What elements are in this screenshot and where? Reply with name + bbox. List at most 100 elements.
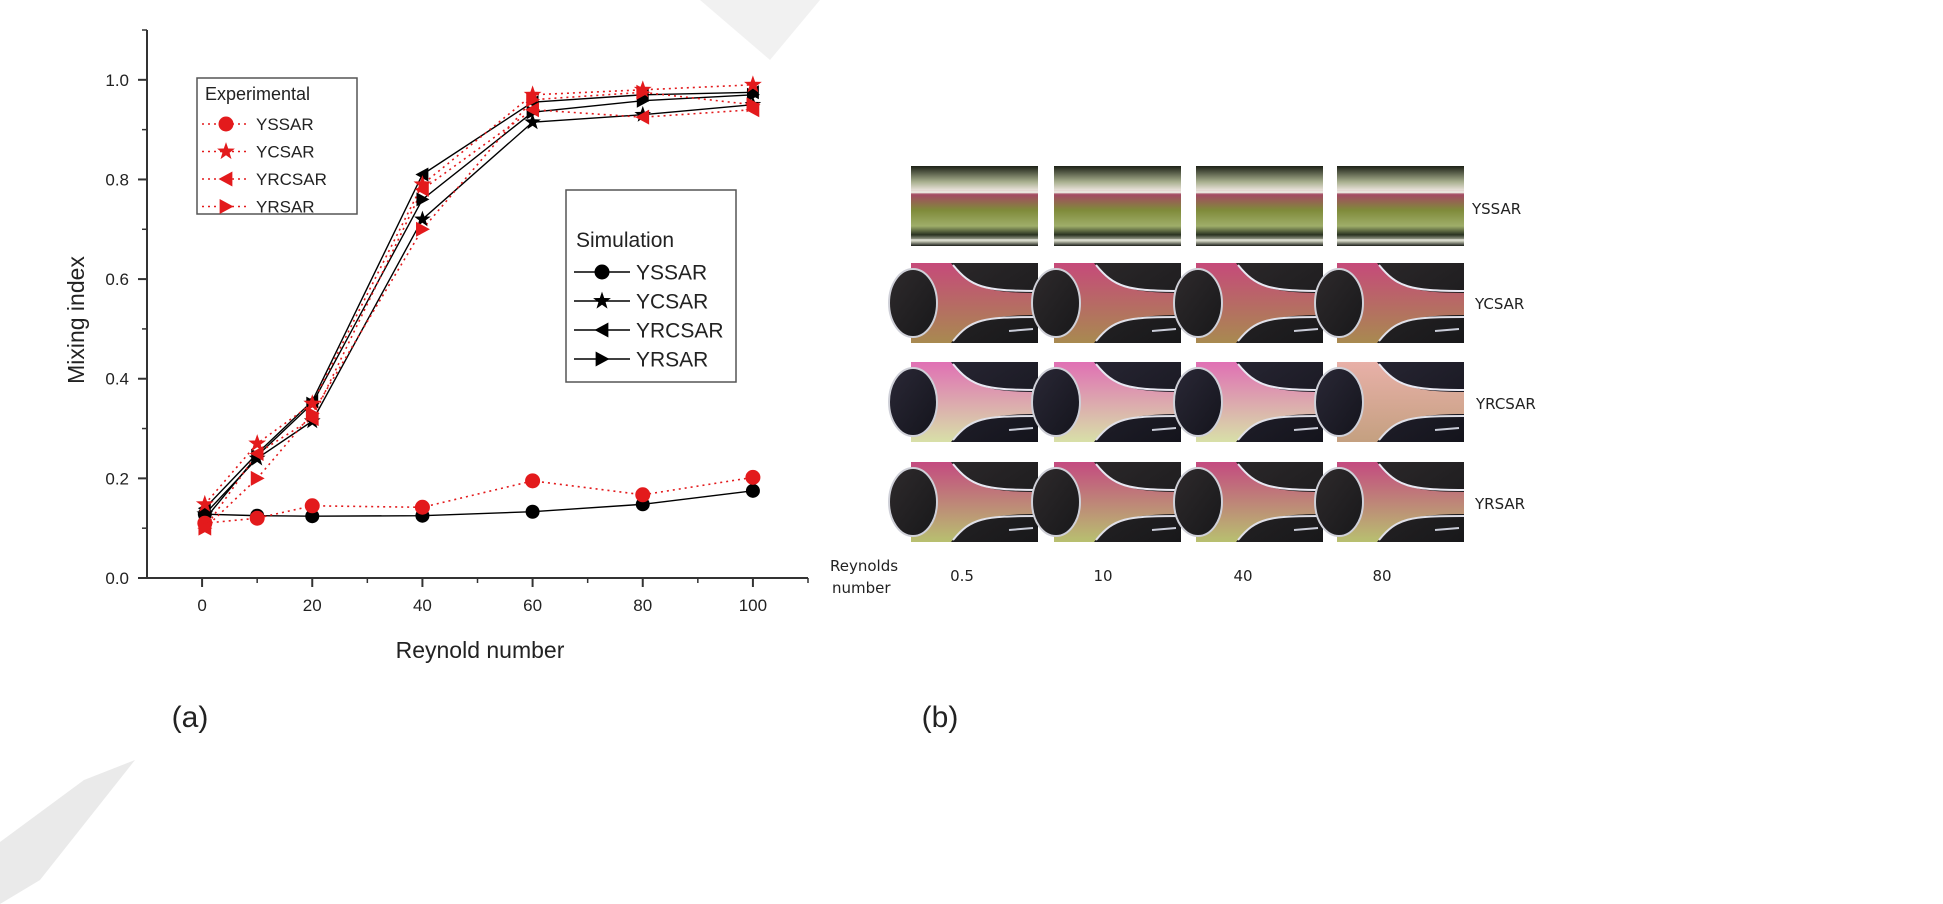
point-experimental-yrcsar (525, 102, 539, 118)
point-experimental-ycsar (413, 175, 432, 192)
point-experimental-yssar (635, 487, 651, 503)
legend-label-simulation-ycsar: YCSAR (636, 291, 708, 314)
column-label-10: 10 (1093, 567, 1112, 585)
column-header-line2: number (832, 579, 891, 597)
legend-label-experimental-yrcsar: YRCSAR (256, 170, 327, 189)
column-label-80: 80 (1372, 567, 1391, 585)
legend-label-experimental-ycsar: YCSAR (256, 143, 315, 162)
point-experimental-ycsar (248, 434, 267, 452)
legend-marker-ycsar (217, 142, 235, 160)
point-experimental-ycsar (303, 394, 322, 412)
x-tick-label: 60 (523, 596, 542, 615)
point-experimental-yrsar (198, 520, 213, 536)
point-experimental-yrsar (305, 406, 320, 422)
background-decoration (700, 0, 820, 60)
micrograph-yrsar-80 (1314, 462, 1465, 542)
micrograph-ycsar-10 (1031, 263, 1182, 343)
point-experimental-yrsar (526, 92, 541, 108)
micrograph-yrcsar-0.5 (888, 362, 1039, 442)
micrograph-yrsar-10 (1031, 462, 1182, 542)
y-tick-label: 0.4 (105, 370, 129, 389)
point-experimental-ycsar (744, 75, 762, 93)
legend-simulation: Simulation YSSAR YCSAR YRCSAR YRSAR (565, 189, 737, 383)
point-simulation-ycsar (196, 505, 214, 522)
micrograph-yrcsar-10 (1031, 362, 1182, 442)
legend-marker-yssar (594, 264, 610, 280)
series-line-simulation-yssar (204, 490, 753, 517)
micrograph-ycsar-40 (1173, 263, 1324, 343)
legend-label-simulation-yrsar: YRSAR (636, 349, 708, 372)
point-experimental-yrsar (416, 221, 430, 237)
legend-simulation-title: Simulation (576, 229, 674, 252)
legend-experimental: Experimental YSSAR YCSAR YRCSAR YRSAR (196, 77, 358, 217)
micrograph-yssar-0.5 (911, 166, 1038, 246)
legend-marker-yrsar (219, 199, 234, 214)
y-tick-label: 0.6 (105, 270, 129, 289)
point-simulation-yrcsar (415, 167, 429, 182)
micrograph-yrsar-40 (1173, 462, 1324, 542)
legend-marker-yssar (218, 116, 234, 132)
photo-grid: YSSAR YCSAR YRCSAR YRSAR Reynolds number… (830, 166, 1536, 734)
background-decoration (0, 760, 135, 904)
micrograph-yssar-80 (1337, 166, 1464, 246)
panel-a-label: (a) (172, 701, 209, 734)
x-tick-label: 40 (413, 596, 432, 615)
point-simulation-yrsar (746, 87, 760, 102)
row-label-yssar: YSSAR (1471, 200, 1521, 218)
column-label-0-5: 0.5 (950, 567, 974, 585)
micrograph-yrcsar-80 (1314, 362, 1465, 442)
row-label-yrcsar: YRCSAR (1475, 395, 1536, 413)
column-label-40: 40 (1233, 567, 1252, 585)
panel-b-label: (b) (922, 701, 959, 734)
point-experimental-ycsar (195, 494, 214, 512)
point-experimental-yrcsar (249, 445, 264, 461)
point-simulation-ycsar (414, 210, 431, 227)
mixing-index-chart: 0 20 40 60 80 100 0.0 0.2 0.4 0.6 0.8 1.0 Reynold n… (63, 29, 809, 734)
legend-experimental-title: Experimental (205, 84, 310, 104)
y-tick-label: 0.0 (105, 569, 129, 588)
micrograph-ycsar-0.5 (888, 263, 1039, 343)
point-experimental-yrcsar (635, 109, 650, 125)
x-tick-label: 20 (303, 596, 322, 615)
micrograph-yssar-10 (1054, 166, 1181, 246)
point-experimental-yrcsar (414, 181, 429, 197)
legend-label-experimental-yrsar: YRSAR (256, 198, 315, 217)
point-experimental-yssar (414, 499, 430, 515)
row-label-yrsar: YRSAR (1474, 495, 1525, 513)
x-tick-label: 80 (633, 596, 652, 615)
point-experimental-yrsar (636, 84, 651, 100)
point-simulation-yssar (745, 483, 760, 498)
legend-label-simulation-yssar: YSSAR (636, 262, 707, 285)
point-simulation-yrsar (416, 192, 430, 207)
point-experimental-yssar (304, 498, 320, 514)
y-tick-label: 1.0 (105, 71, 129, 90)
legend-marker-yrsar (595, 351, 610, 367)
x-axis-label: Reynold number (396, 637, 565, 663)
point-experimental-yssar (525, 473, 541, 489)
point-simulation-ycsar (524, 113, 541, 130)
point-experimental-yrsar (250, 470, 265, 486)
point-experimental-yrsar (746, 97, 761, 113)
x-tick-label: 0 (197, 596, 206, 615)
legend-marker-yrcsar (218, 171, 233, 187)
point-simulation-yssar (525, 504, 540, 519)
micrograph-ycsar-80 (1314, 263, 1465, 343)
column-header-line1: Reynolds (830, 557, 898, 575)
legend-label-simulation-yrcsar: YRCSAR (636, 320, 724, 343)
point-experimental-yssar (249, 510, 265, 526)
point-experimental-ycsar (523, 85, 542, 103)
legend-marker-yrcsar (594, 322, 609, 338)
point-experimental-yssar (745, 469, 761, 485)
legend-label-experimental-yssar: YSSAR (256, 115, 314, 134)
legend-marker-ycsar (593, 291, 611, 309)
micrograph-yssar-40 (1196, 166, 1323, 246)
y-tick-label: 0.2 (105, 469, 129, 488)
row-label-ycsar: YCSAR (1474, 295, 1524, 313)
point-simulation-yssar (305, 509, 320, 524)
micrograph-yrcsar-40 (1173, 362, 1324, 442)
micrograph-yrsar-0.5 (888, 462, 1039, 542)
x-tick-label: 100 (739, 596, 767, 615)
y-tick-label: 0.8 (105, 170, 129, 189)
y-axis-label: Mixing index (63, 256, 89, 384)
